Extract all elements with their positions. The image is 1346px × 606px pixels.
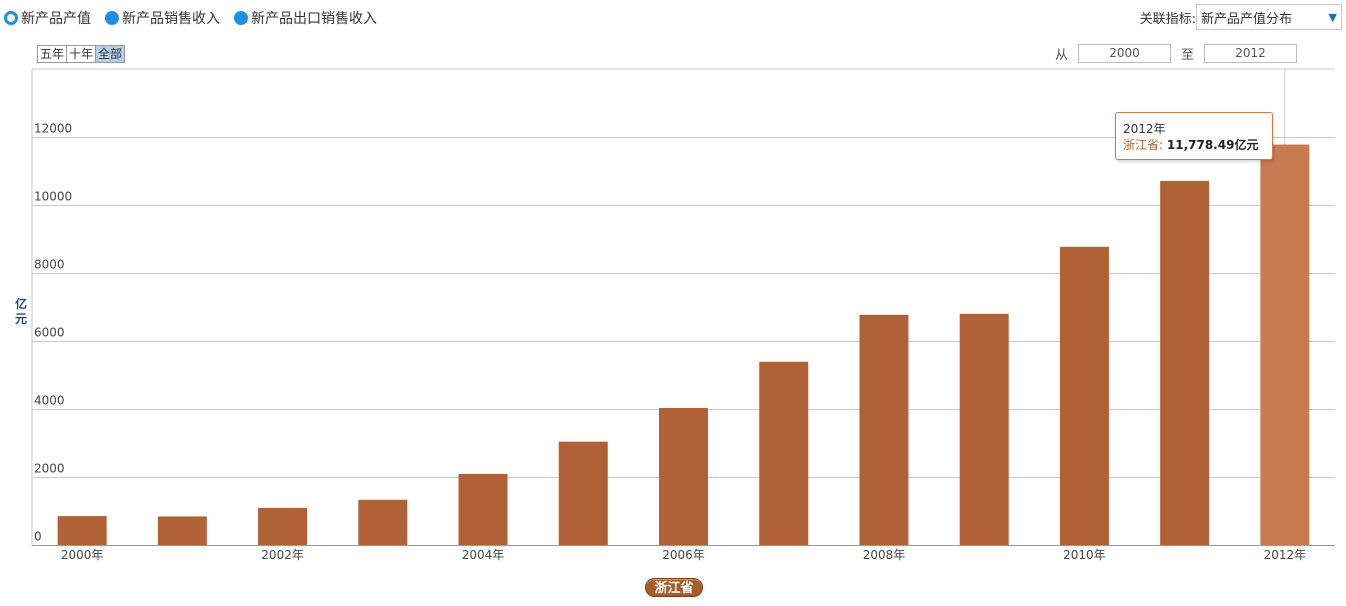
bar-2009年 [959,313,1009,545]
range-button-group: 五年 十年 全部 [37,45,126,63]
y-tick-label: 4000 [34,394,65,408]
x-tick-label: 2006年 [662,548,705,562]
radio-label: 新产品产值 [21,11,91,27]
from-label: 从 [1054,48,1068,63]
radio-selected-icon [4,11,18,25]
indicator-value: 新产品产值分布 [1201,11,1293,27]
radio-new-product-export-sales[interactable]: 新产品出口销售收入 [234,8,377,28]
indicator-label: 关联指标: [1139,11,1196,27]
y-axis-label: 亿 [15,296,27,311]
radio-label: 新产品出口销售收入 [251,11,377,27]
bar-2010年 [1059,246,1109,545]
radio-new-product-sales[interactable]: 新产品销售收入 [105,8,220,28]
radio-new-product-output[interactable]: 新产品产值 [4,8,91,28]
radio-label: 新产品销售收入 [122,11,220,27]
tooltip-year: 2012年 [1123,122,1166,136]
range-ten-years-button[interactable]: 十年 [67,46,97,62]
indicator-select[interactable]: 新产品产值分布 ▼ [1196,4,1342,30]
bar-2004年 [458,473,508,545]
bar-2002年 [258,507,308,545]
bar-2011年 [1160,180,1210,546]
y-tick-label: 10000 [34,190,72,204]
chevron-down-icon: ▼ [1328,10,1337,24]
range-all-button[interactable]: 全部 [96,46,125,62]
y-tick-label: 6000 [34,326,65,340]
radio-icon [234,11,248,25]
x-tick-label: 2012年 [1264,548,1307,562]
from-year-input[interactable]: 2000 [1077,44,1171,63]
tooltip-value: 11,778.49亿元 [1166,138,1259,152]
bar-2007年 [759,361,809,545]
radio-icon [105,11,119,25]
bar-2005年 [558,441,608,545]
y-tick-label: 12000 [34,122,72,136]
bar-2008年 [859,314,909,545]
bar-2012年 [1260,144,1310,545]
x-tick-label: 2000年 [61,548,104,562]
x-tick-label: 2010年 [1063,548,1106,562]
y-axis-label: 元 [15,312,27,326]
legend-item-zhejiang[interactable]: 浙江省 [645,578,703,597]
y-tick-label: 0 [34,530,42,544]
range-five-years-button[interactable]: 五年 [38,46,68,62]
x-tick-label: 2002年 [261,548,304,562]
to-year-input[interactable]: 2012 [1204,44,1297,63]
bar-2006年 [659,407,708,545]
y-tick-label: 2000 [34,462,65,476]
to-label: 至 [1180,48,1194,63]
bar-2000年 [57,516,107,545]
chart-tooltip: 2012年 浙江省: 11,778.49亿元 [1115,112,1273,160]
bar-2003年 [358,499,408,545]
year-range: 从 2000 至 2012 [1055,44,1297,63]
indicator-control: 关联指标: 新产品产值分布 ▼ [1140,4,1342,30]
y-tick-label: 8000 [34,258,65,272]
x-tick-label: 2008年 [863,548,906,562]
bar-2001年 [157,516,207,545]
series-selector: 新产品产值 新产品销售收入 新产品出口销售收入 [4,8,377,28]
tooltip-series: 浙江省: [1123,138,1164,152]
x-tick-label: 2004年 [462,548,505,562]
